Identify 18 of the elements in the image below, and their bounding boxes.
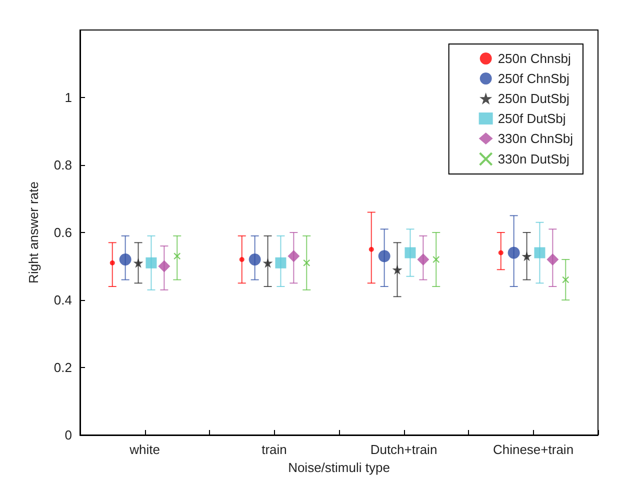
y-tick-label: 1 <box>64 90 72 105</box>
legend-label: 330n DutSbj <box>498 152 570 166</box>
y-axis-title: Right answer rate <box>26 182 41 284</box>
x-tick-label: Chinese+train <box>492 442 574 457</box>
legend-label: 330n ChnSbj <box>498 131 574 146</box>
x-axis-title: Noise/stimuli type <box>288 460 390 475</box>
y-tick-label: 0.8 <box>54 158 72 172</box>
legend-label: 250n Chnsbj <box>498 51 571 66</box>
x-tick-label: train <box>262 442 287 457</box>
y-tick-label: 0.2 <box>54 360 72 375</box>
x-tick-label: Dutch+train <box>370 442 438 457</box>
legend-label: 250f DutSbj <box>498 111 566 126</box>
x-tick-label: white <box>128 442 160 457</box>
y-tick-label: 0.4 <box>54 292 72 308</box>
legend-label: 250n DutSbj <box>498 91 570 106</box>
legend-label: 250f ChnSbj <box>498 71 570 86</box>
y-tick-label: 0.6 <box>54 225 72 240</box>
y-tick-label: 0 <box>64 428 72 442</box>
